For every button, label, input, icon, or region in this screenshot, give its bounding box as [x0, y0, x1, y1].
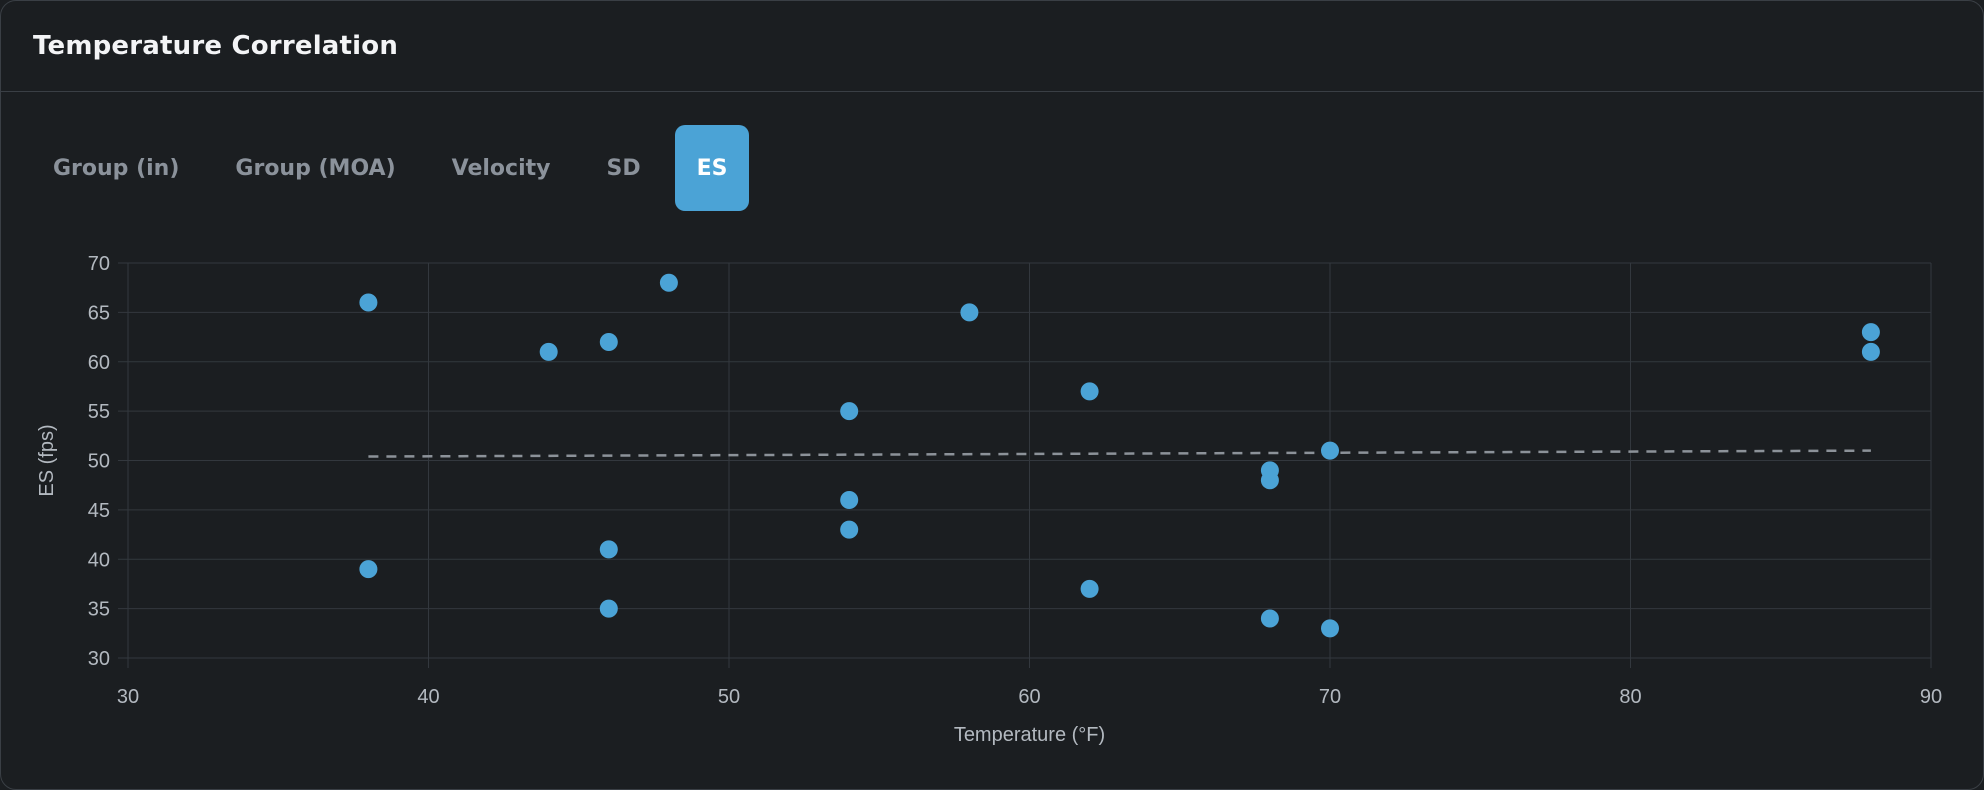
scatter-point[interactable] — [1260, 471, 1279, 490]
scatter-point[interactable] — [599, 540, 618, 559]
grid-lines — [118, 262, 1932, 668]
x-tick-label: 30 — [117, 686, 139, 708]
scatter-point[interactable] — [1861, 323, 1880, 342]
x-tick-label: 80 — [1619, 686, 1641, 708]
x-axis-title: Temperature (°F) — [954, 724, 1105, 746]
y-tick-label: 55 — [88, 401, 110, 423]
y-tick-label: 35 — [88, 599, 110, 621]
scatter-point[interactable] — [1861, 342, 1880, 361]
data-points — [359, 273, 1880, 638]
metric-tabs: Group (in) Group (MOA) Velocity SD ES — [31, 125, 761, 211]
y-tick-label: 60 — [88, 352, 110, 374]
scatter-point[interactable] — [840, 491, 859, 509]
card-title: Temperature Correlation — [33, 31, 399, 61]
y-tick-label: 70 — [88, 253, 110, 275]
axes: 30 35 40 45 50 55 60 65 70 30 40 50 60 70 80 90 — [88, 253, 1942, 708]
scatter-point[interactable] — [1080, 382, 1099, 401]
scatter-point[interactable] — [599, 599, 618, 618]
tab-group-moa[interactable]: Group (MOA) — [235, 155, 396, 181]
scatter-point[interactable] — [960, 303, 979, 322]
scatter-point[interactable] — [1080, 579, 1099, 598]
y-tick-label: 40 — [88, 549, 110, 571]
x-tick-label: 90 — [1920, 686, 1942, 708]
tab-es[interactable]: ES — [674, 125, 750, 211]
y-tick-label: 45 — [88, 500, 110, 522]
scatter-point[interactable] — [359, 560, 378, 579]
y-tick-label: 65 — [88, 302, 110, 324]
scatter-point[interactable] — [1260, 609, 1279, 628]
tab-velocity[interactable]: Velocity — [451, 155, 551, 181]
scatter-point[interactable] — [539, 342, 558, 361]
trendline-layer — [368, 449, 1871, 458]
tab-group-in[interactable]: Group (in) — [53, 155, 180, 181]
scatter-point[interactable] — [840, 402, 859, 421]
scatter-point[interactable] — [659, 273, 678, 292]
x-tick-label: 50 — [718, 686, 740, 708]
scatter-point[interactable] — [840, 520, 859, 539]
y-axis-title: ES (fps) — [36, 424, 58, 496]
tab-sd[interactable]: SD — [606, 155, 641, 181]
card-header: Temperature Correlation — [1, 1, 1983, 92]
scatter-point[interactable] — [599, 333, 618, 351]
x-tick-label: 70 — [1319, 686, 1341, 708]
y-tick-label: 30 — [88, 648, 110, 670]
x-tick-label: 60 — [1018, 686, 1040, 708]
y-tick-label: 50 — [88, 451, 110, 473]
scatter-point[interactable] — [1321, 619, 1339, 638]
trendline — [368, 449, 1871, 458]
scatter-point[interactable] — [359, 293, 378, 312]
scatter-point[interactable] — [1321, 441, 1339, 460]
x-tick-label: 40 — [417, 686, 439, 708]
